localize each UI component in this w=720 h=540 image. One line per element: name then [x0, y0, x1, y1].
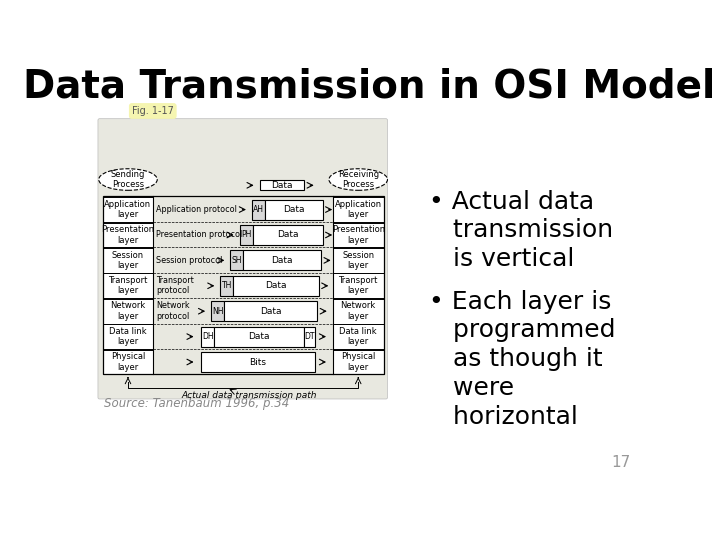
Text: Transport
protocol: Transport protocol	[156, 276, 194, 295]
FancyBboxPatch shape	[102, 248, 153, 273]
Text: Data link
layer: Data link layer	[339, 327, 377, 346]
Text: TH: TH	[222, 281, 232, 291]
Text: Data: Data	[266, 281, 287, 291]
FancyBboxPatch shape	[243, 251, 321, 271]
Text: Receiving
Process: Receiving Process	[338, 170, 379, 189]
Text: Presentation
layer: Presentation layer	[332, 225, 384, 245]
FancyBboxPatch shape	[333, 299, 384, 323]
FancyBboxPatch shape	[333, 197, 384, 222]
Text: Data: Data	[283, 205, 305, 214]
Text: Actual data transmission path: Actual data transmission path	[182, 392, 318, 400]
Text: SH: SH	[232, 256, 242, 265]
Text: Session protocol: Session protocol	[156, 256, 223, 265]
Text: Data: Data	[277, 231, 299, 239]
Text: AH: AH	[253, 205, 264, 214]
FancyBboxPatch shape	[102, 325, 153, 349]
FancyBboxPatch shape	[201, 327, 215, 347]
Text: Presentation
layer: Presentation layer	[102, 225, 155, 245]
Text: Fig. 1-17: Fig. 1-17	[132, 106, 174, 116]
Text: Data: Data	[271, 181, 293, 190]
Text: Data Transmission in OSI Model: Data Transmission in OSI Model	[23, 68, 715, 105]
FancyBboxPatch shape	[265, 200, 323, 220]
FancyBboxPatch shape	[333, 222, 384, 247]
Text: Network
protocol: Network protocol	[156, 301, 190, 321]
Text: Session
layer: Session layer	[342, 251, 374, 270]
FancyBboxPatch shape	[333, 248, 384, 273]
FancyBboxPatch shape	[240, 225, 253, 245]
FancyBboxPatch shape	[230, 251, 243, 271]
FancyBboxPatch shape	[220, 276, 233, 296]
FancyBboxPatch shape	[260, 180, 305, 190]
FancyBboxPatch shape	[102, 222, 153, 247]
FancyBboxPatch shape	[333, 273, 384, 298]
Text: • Actual data
   transmission
   is vertical: • Actual data transmission is vertical	[429, 190, 613, 271]
FancyBboxPatch shape	[201, 352, 315, 372]
Text: PH: PH	[241, 231, 251, 239]
Text: Source: Tanenbaum 1996, p.34: Source: Tanenbaum 1996, p.34	[104, 397, 289, 410]
FancyBboxPatch shape	[102, 197, 153, 222]
Text: NH: NH	[212, 307, 223, 316]
FancyBboxPatch shape	[211, 301, 224, 321]
Text: Transport
layer: Transport layer	[338, 276, 378, 295]
Text: Bits: Bits	[250, 357, 266, 367]
FancyBboxPatch shape	[215, 327, 304, 347]
Text: Sending
Process: Sending Process	[111, 170, 145, 189]
Text: Application
layer: Application layer	[104, 200, 151, 219]
Text: Physical
layer: Physical layer	[341, 352, 375, 372]
Text: Data: Data	[248, 332, 269, 341]
FancyBboxPatch shape	[102, 299, 153, 323]
Text: DH: DH	[202, 332, 214, 341]
FancyBboxPatch shape	[252, 200, 265, 220]
Ellipse shape	[99, 168, 157, 190]
Ellipse shape	[329, 168, 387, 190]
Text: Session
layer: Session layer	[112, 251, 144, 270]
Text: Application protocol: Application protocol	[156, 205, 238, 214]
FancyBboxPatch shape	[253, 225, 323, 245]
FancyBboxPatch shape	[333, 350, 384, 374]
FancyBboxPatch shape	[304, 327, 315, 347]
Text: DT: DT	[304, 332, 315, 341]
Text: 17: 17	[611, 455, 631, 470]
Text: Network
layer: Network layer	[110, 301, 145, 321]
FancyBboxPatch shape	[98, 119, 387, 399]
FancyBboxPatch shape	[233, 276, 319, 296]
FancyBboxPatch shape	[102, 273, 153, 298]
Text: Data: Data	[271, 256, 293, 265]
Text: Transport
layer: Transport layer	[108, 276, 148, 295]
FancyBboxPatch shape	[333, 325, 384, 349]
FancyBboxPatch shape	[224, 301, 318, 321]
Text: Presentation protocol: Presentation protocol	[156, 231, 243, 239]
Text: Network
layer: Network layer	[341, 301, 376, 321]
FancyBboxPatch shape	[102, 350, 153, 374]
Text: • Each layer is
   programmed
   as though it
   were
   horizontal: • Each layer is programmed as though it …	[429, 289, 616, 429]
Text: Application
layer: Application layer	[335, 200, 382, 219]
Text: Physical
layer: Physical layer	[111, 352, 145, 372]
Text: Data: Data	[260, 307, 282, 316]
Text: Data link
layer: Data link layer	[109, 327, 147, 346]
